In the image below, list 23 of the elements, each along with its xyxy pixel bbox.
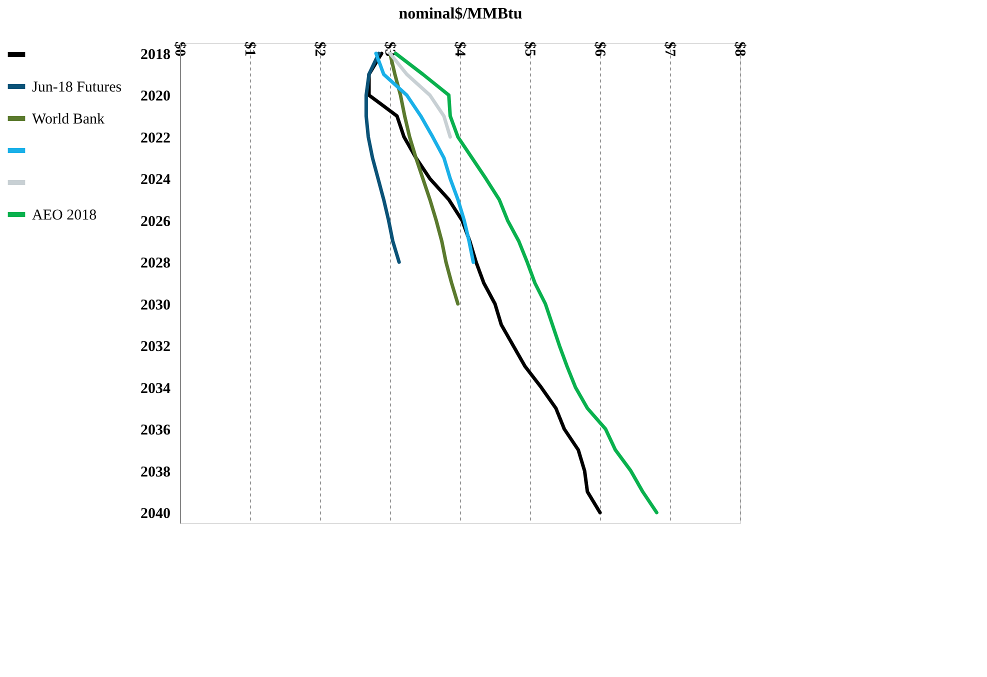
legend-label: Jun-18 Futures [32, 80, 122, 96]
legend-label: AEO 2018 [32, 208, 97, 224]
x-tick-label: $4 [452, 42, 468, 57]
x-tick-label: $7 [662, 42, 678, 57]
y-tick-label: 2030 [140, 297, 170, 314]
y-tick-label: 2022 [140, 130, 170, 146]
y-tick-label: 2024 [140, 172, 171, 188]
x-tick-label: $2 [312, 42, 328, 56]
y-tick-label: 2036 [140, 422, 171, 439]
y-tick-label: 2020 [140, 88, 170, 105]
y-tick-label: 2034 [140, 380, 171, 397]
legend-label: World Bank [32, 112, 106, 128]
y-tick-label: 2040 [140, 506, 170, 522]
x-tick-label: $5 [522, 42, 538, 56]
x-tick-label: $8 [732, 42, 748, 56]
y-tick-label: 2018 [140, 46, 170, 63]
y-tick-label: 2026 [140, 214, 171, 230]
x-tick-label: $1 [242, 42, 258, 56]
x-axis-title: nominal$/MMBtu [398, 6, 522, 22]
y-tick-label: 2028 [140, 256, 170, 272]
y-tick-label: 2032 [140, 339, 170, 356]
x-tick-label: $6 [592, 42, 608, 57]
y-tick-label: 2038 [140, 464, 170, 480]
